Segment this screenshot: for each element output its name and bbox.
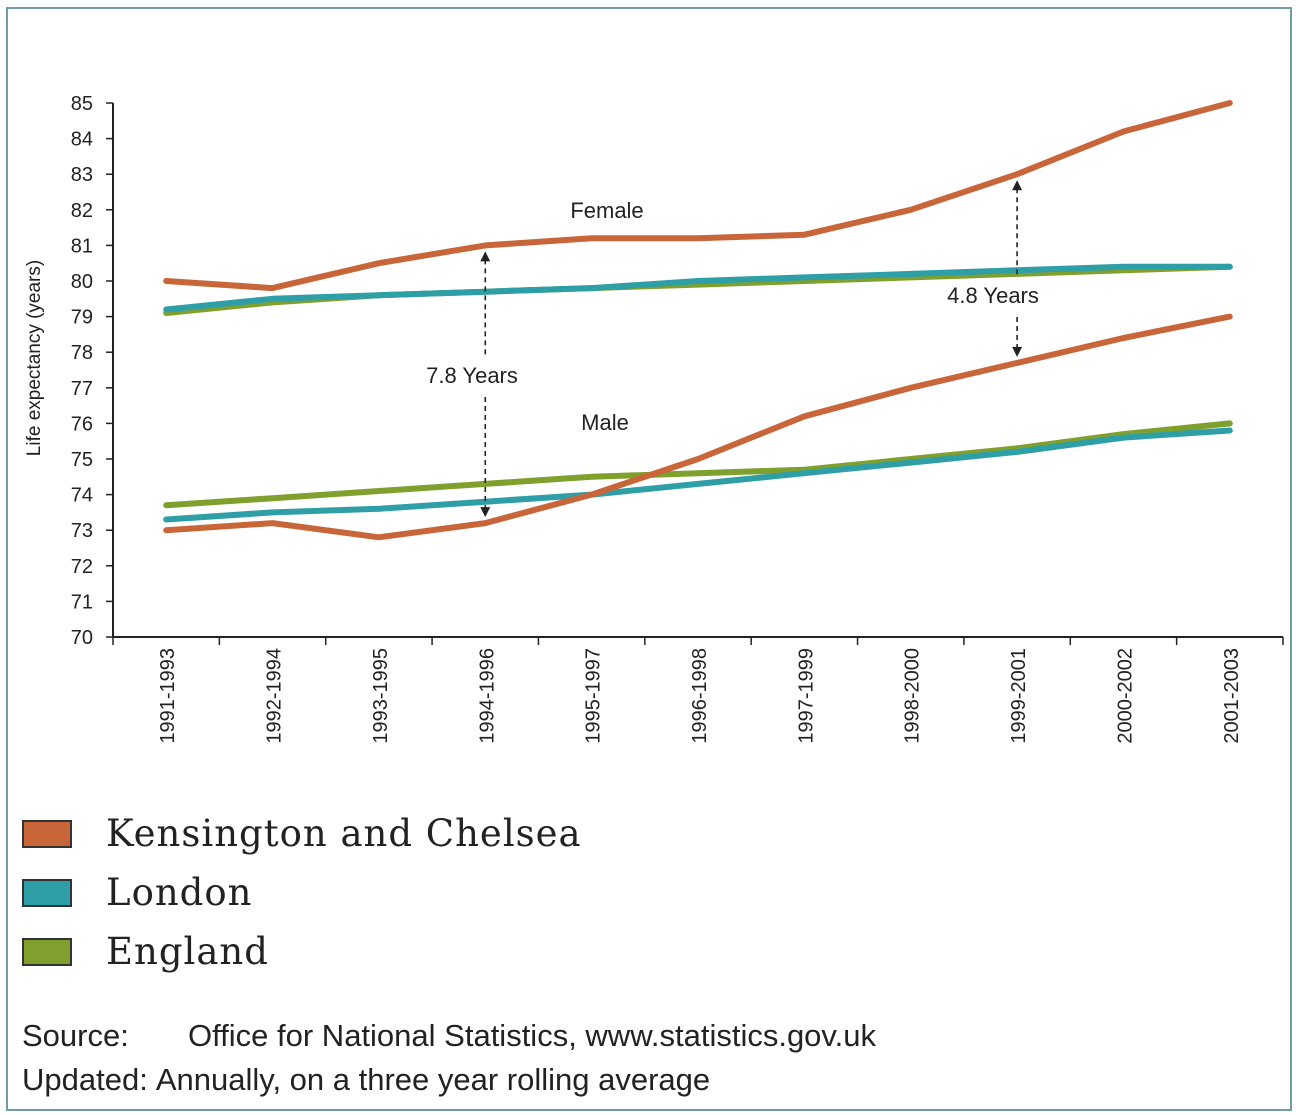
y-axis-ticks: 70 71 72 73 74 75 76 77 78 79 80 81 82 83 84 85: [71, 93, 113, 649]
legend-swatch: [22, 819, 72, 848]
y-tick-label: 79: [71, 307, 93, 329]
y-tick-label: 81: [71, 235, 93, 257]
source-label: Source:: [22, 1018, 129, 1053]
x-tick-label: 1999-2001: [1008, 648, 1030, 744]
series-line-male-london: [163, 427, 1233, 523]
y-tick-label: 78: [71, 342, 93, 364]
x-tick-label: 1997-1999: [795, 648, 817, 744]
y-tick-label: 83: [71, 164, 93, 186]
y-tick-label: 75: [71, 449, 93, 471]
x-tick-label: 1995-1997: [583, 648, 605, 744]
source-row: Source: Office for National Statistics, …: [22, 1014, 876, 1058]
source-note: Source: Office for National Statistics, …: [22, 1014, 876, 1102]
y-tick-label: 80: [71, 271, 93, 293]
source-text: Office for National Statistics, www.stat…: [188, 1018, 876, 1053]
legend-label: England: [106, 930, 269, 973]
gap-right-arrowhead-up: [1012, 180, 1023, 191]
legend-label: Kensington and Chelsea: [106, 812, 582, 855]
x-tick-label: 1993-1995: [370, 648, 392, 744]
gap-left-label: 7.8 Years: [426, 363, 518, 388]
legend-label: London: [106, 871, 253, 914]
y-axis-label: Life expectancy (years): [24, 260, 45, 456]
y-tick-label: 71: [71, 591, 93, 613]
x-tick-label: 1996-1998: [689, 648, 711, 744]
x-tick-label: 1992-1994: [264, 648, 286, 744]
series-lines: [163, 100, 1233, 541]
series-line-male-kensington-and-chelsea: [163, 313, 1233, 541]
y-tick-label: 85: [71, 93, 93, 115]
updated-label: Updated:: [22, 1062, 148, 1097]
x-tick-label: 2001-2003: [1221, 648, 1243, 744]
y-tick-label: 82: [71, 200, 93, 222]
legend-swatch: [22, 878, 72, 907]
y-tick-label: 76: [71, 413, 93, 435]
series-line-female-london: [163, 263, 1233, 313]
x-tick-label: 2000-2002: [1114, 648, 1136, 744]
chart-frame: [6, 7, 1292, 1111]
y-tick-label: 72: [71, 556, 93, 578]
legend-item-london: London: [22, 863, 582, 922]
x-axis-ticks: 1991-1993 1992-1994 1993-1995 1994-1996 1995…: [112, 637, 1284, 744]
gap-right-arrowhead-down: [1012, 346, 1023, 357]
legend-swatch: [22, 937, 72, 966]
y-tick-label: 77: [71, 378, 93, 400]
line-chart: 70 71 72 73 74 75 76 77 78 79 80 81 82 83 84 85 1991-19…: [24, 93, 1284, 744]
gap-left-arrowhead-up: [480, 251, 491, 262]
female-label: Female: [570, 198, 643, 223]
y-tick-label: 70: [71, 627, 93, 649]
axes: [112, 103, 1283, 638]
annotations: Female Male 7.8 Years 4.8 Years: [426, 180, 1039, 518]
x-tick-label: 1991-1993: [157, 648, 179, 744]
series-line-female-kensington-and-chelsea: [163, 100, 1233, 292]
updated-text: Annually, on a three year rolling averag…: [155, 1062, 711, 1097]
legend: Kensington and Chelsea London England: [22, 804, 582, 981]
y-tick-label: 74: [71, 485, 93, 507]
updated-row: Updated: Annually, on a three year rolli…: [22, 1058, 876, 1102]
series-line-male-england: [163, 420, 1233, 509]
legend-item-england: England: [22, 922, 582, 981]
gap-left-arrowhead-down: [480, 507, 491, 518]
y-tick-label: 84: [71, 129, 93, 151]
legend-item-kensington: Kensington and Chelsea: [22, 804, 582, 863]
gap-right-label: 4.8 Years: [947, 283, 1039, 308]
x-tick-label: 1998-2000: [902, 648, 924, 744]
male-label: Male: [581, 410, 629, 435]
y-tick-label: 73: [71, 520, 93, 542]
x-tick-label: 1994-1996: [476, 648, 498, 744]
